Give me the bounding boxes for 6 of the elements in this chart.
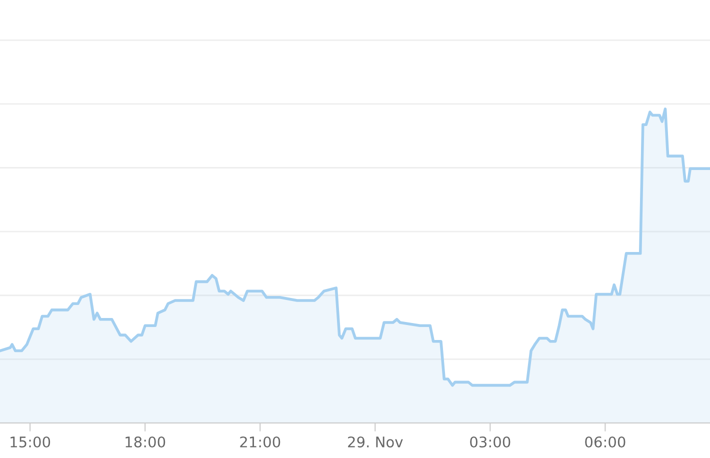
x-tick-label: 21:00 — [240, 436, 280, 448]
x-tick-label: 18:00 — [126, 436, 166, 448]
x-tick-label: 03:00 — [470, 436, 510, 448]
x-tick-label: 06:00 — [585, 436, 626, 448]
x-tick-label: 29. Nov — [348, 436, 403, 448]
x-tick-label: 15:00 — [10, 436, 50, 448]
